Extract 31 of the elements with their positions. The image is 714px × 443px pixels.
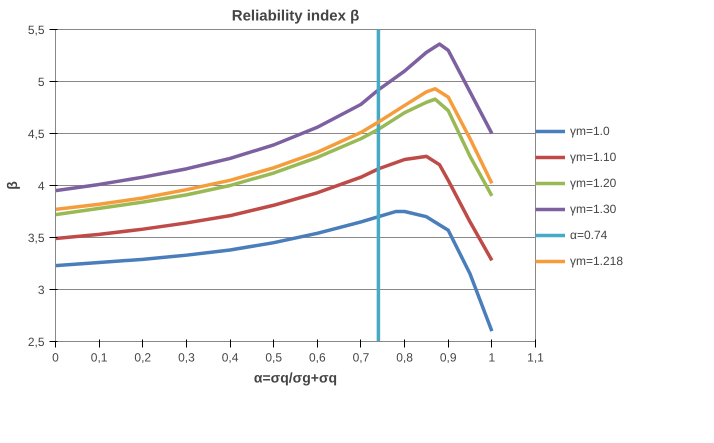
x-tick-label: 0,5 bbox=[265, 350, 282, 364]
y-tick-label: 4 bbox=[38, 179, 45, 193]
legend-label: γm=1.20 bbox=[570, 176, 618, 190]
x-axis-title: α=σq/σg+σq bbox=[254, 370, 338, 386]
x-tick-label: 0,6 bbox=[308, 350, 326, 364]
line-series bbox=[56, 154, 494, 262]
y-tick-label: 3 bbox=[38, 283, 45, 297]
x-tick-label: 0,4 bbox=[222, 350, 239, 364]
y-tick-label: 5 bbox=[38, 75, 45, 89]
x-tick-label: 1 bbox=[488, 350, 496, 364]
y-tick-label: 5,5 bbox=[28, 23, 45, 37]
x-tick-label: 1,1 bbox=[527, 350, 544, 364]
x-tick-label: 0,7 bbox=[352, 350, 370, 364]
y-tick-label: 4,5 bbox=[28, 127, 45, 141]
x-tick-label: 0,9 bbox=[440, 350, 457, 364]
x-tick-label: 0,1 bbox=[90, 350, 108, 364]
y-tick-label: 3,5 bbox=[28, 231, 45, 245]
y-axis-title: β bbox=[4, 180, 20, 190]
legend-label: α=0.74 bbox=[570, 228, 608, 242]
legend-label: γm=1.30 bbox=[570, 202, 618, 216]
chart-title: Reliability index β bbox=[232, 8, 360, 24]
x-tick-label: 0,8 bbox=[396, 350, 414, 364]
legend-label: γm=1.10 bbox=[570, 150, 618, 164]
legend-label: γm=1.218 bbox=[570, 254, 624, 268]
x-tick-label: 0,3 bbox=[178, 350, 196, 364]
y-tick-label: 2,5 bbox=[28, 335, 45, 349]
line-series bbox=[56, 42, 494, 192]
legend-label: γm=1.0 bbox=[570, 124, 611, 138]
x-tick-label: 0 bbox=[52, 350, 60, 364]
line-series bbox=[56, 210, 494, 333]
x-tick-label: 0,2 bbox=[134, 350, 152, 364]
